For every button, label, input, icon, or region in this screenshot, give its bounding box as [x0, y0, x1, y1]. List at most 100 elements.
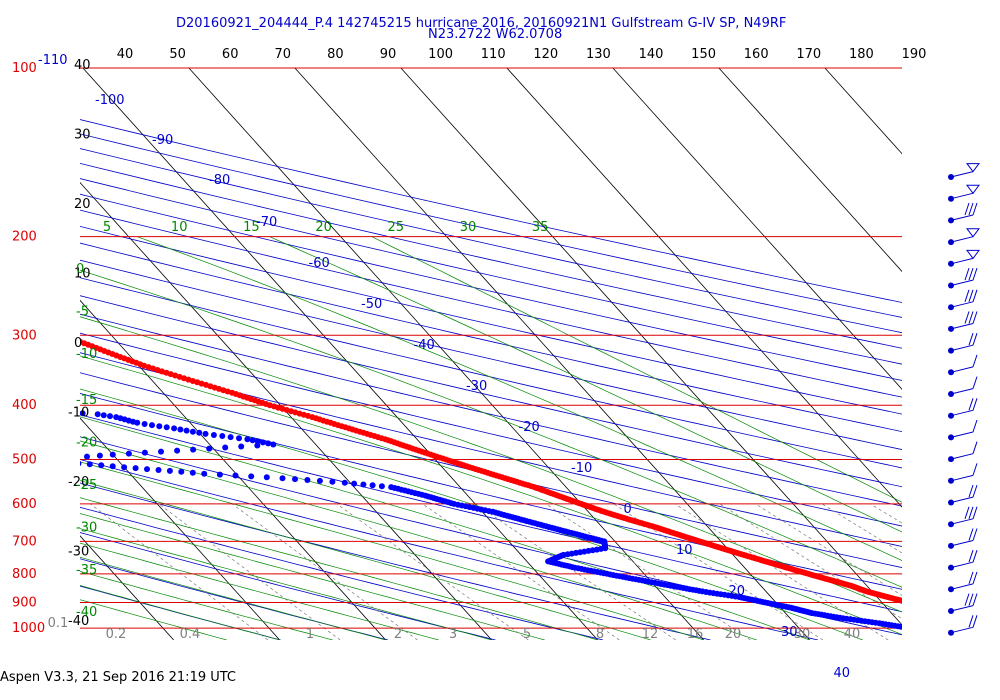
temperature-point [933, 609, 939, 615]
moist-adiabat [136, 236, 902, 561]
moist-adiabat-label: 25 [388, 220, 405, 235]
dry-adiabat [80, 532, 496, 640]
dewpoint-point [178, 468, 185, 475]
dry-adiabat [80, 178, 902, 365]
mixing-ratio-label: 20 [725, 627, 742, 642]
mixing-ratio-line [231, 503, 418, 640]
wind-barb-staff [950, 518, 974, 525]
moist-adiabat [80, 497, 598, 640]
moist-adiabat-label: -25 [76, 478, 97, 493]
temperature-point [948, 614, 954, 620]
temperature-point [51, 329, 57, 335]
isotherm-line [188, 68, 704, 640]
wind-barb-feather [972, 289, 978, 302]
pressure-label: 1000 [12, 621, 45, 636]
mixing-ratio-label: 0.4 [180, 627, 201, 642]
dewpoint-point [202, 430, 209, 437]
isotherm-inner-label: 10 [676, 543, 693, 558]
dewpoint-point [171, 425, 178, 432]
wind-barb-staff [950, 257, 974, 265]
wind-barb-feather [972, 463, 978, 476]
isotherm-line [82, 68, 598, 640]
isotherm-inner-label: -70 [256, 215, 277, 230]
moist-adiabat [80, 269, 902, 588]
dewpoint-point [80, 410, 86, 417]
dry-adiabat [80, 393, 902, 590]
wind-barb-feather [964, 593, 970, 606]
temperature-point [927, 607, 933, 613]
wind-barb-feather [972, 615, 978, 628]
mixing-ratio-line [755, 503, 902, 596]
wind-barb-staff [950, 279, 974, 286]
dewpoint-point [232, 472, 239, 479]
dewpoint-point [329, 478, 336, 485]
temperature-point [158, 368, 165, 375]
temperature-point [905, 600, 911, 606]
temperature-point [65, 334, 71, 340]
wind-barb-feather [972, 528, 978, 541]
dewpoint-point [109, 451, 116, 458]
dewpoint-point [201, 470, 208, 477]
dry-adiabat [80, 225, 902, 415]
wind-barb-column [948, 163, 980, 636]
temperature-point [956, 617, 962, 623]
profile-layer [2, 310, 990, 632]
wind-barb-feather [964, 506, 970, 519]
wind-barb-feather [964, 311, 970, 324]
wind-barb-feather [972, 333, 978, 346]
dewpoint-point [177, 426, 184, 433]
wind-barb-feather [972, 354, 978, 368]
wind-barb-feather [964, 202, 970, 216]
wind-barb-staff [950, 344, 974, 352]
dry-adiabat [80, 277, 902, 469]
temperature-point [2, 310, 8, 316]
moist-adiabat [80, 355, 902, 635]
dry-adiabat [80, 295, 902, 488]
temperature-point [20, 318, 26, 324]
temperature-point [984, 626, 990, 632]
dewpoint-point [100, 412, 107, 419]
isotherm-line [294, 68, 810, 640]
wind-barb-feather [972, 571, 978, 585]
dewpoint-point [254, 442, 261, 449]
dewpoint-point [50, 458, 56, 464]
temperature-point [56, 331, 62, 337]
isotherm-axis-label: -10 [68, 406, 89, 421]
mixing-ratio-label: 30 [794, 627, 811, 642]
isotherm-inner-label: -50 [361, 297, 382, 312]
wind-barb-feather [972, 202, 978, 216]
mixing-ratio-line [158, 503, 341, 640]
temperature-point [932, 609, 938, 615]
temperature-point [977, 624, 983, 630]
moist-adiabat-label: 30 [460, 220, 477, 235]
mixing-ratio-label: 3 [449, 627, 457, 642]
dewpoint-point [53, 459, 59, 465]
dry-adiabat [80, 133, 902, 318]
dewpoint-point [292, 476, 298, 483]
dewpoint-point [259, 439, 266, 446]
temperature-point [918, 604, 924, 610]
dewpoint-point [265, 440, 272, 447]
temperature-point [903, 599, 909, 605]
moist-adiabat-label: 35 [532, 220, 549, 235]
chart-title: D20160921_204444_P.4 142745215 hurricane… [176, 16, 787, 31]
temperature-point [924, 606, 930, 612]
wind-barb-staff [950, 323, 974, 330]
dry-adiabat [80, 482, 711, 640]
temperature-point [23, 320, 29, 326]
wind-barb-feather [968, 506, 974, 519]
top-axis-label: 150 [691, 47, 716, 62]
dewpoint-point [125, 450, 132, 457]
dry-adiabat [80, 506, 604, 640]
moist-adiabat-label: 0 [76, 262, 84, 277]
temperature-point [910, 601, 916, 607]
dewpoint-point [107, 413, 113, 420]
dry-adiabat [80, 585, 281, 640]
mixing-ratio-line [90, 503, 269, 640]
mixing-ratio-label: 2 [394, 627, 402, 642]
mixing-ratio-label: 1 [306, 627, 314, 642]
dewpoint-point [58, 456, 64, 462]
wind-barb-feather [972, 267, 978, 281]
dewpoint-point [270, 441, 277, 448]
isotherm-inner-label: 0 [624, 502, 632, 517]
